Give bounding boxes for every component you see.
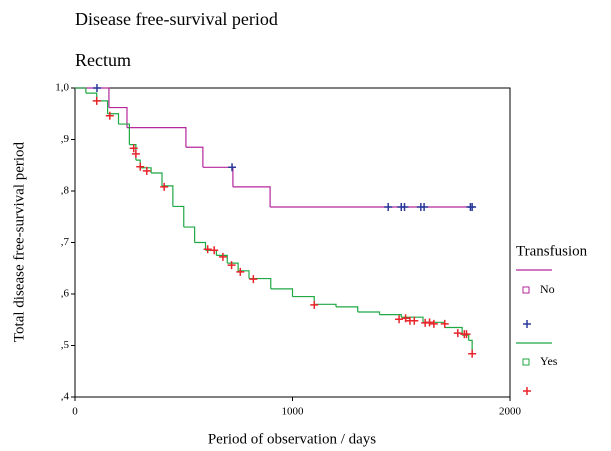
censor-mark [440,319,449,328]
survival-step [140,167,152,173]
censor-mark [420,202,429,211]
censor-mark [425,318,434,327]
survival-step [183,226,196,243]
survival-step [107,113,120,125]
survival-step [151,172,163,186]
censor-mark [227,261,236,270]
survival-step [118,123,130,145]
survival-step [336,306,359,313]
survival-step [249,277,272,289]
censor-mark [218,252,227,261]
censor-mark [400,202,409,211]
legend-label: No [540,282,555,296]
legend-censor-symbol [523,320,531,328]
y-tick-label: ,6 [61,288,70,300]
x-axis-label: Period of observation / days [208,431,376,447]
censor-mark [92,96,101,105]
survival-step [108,106,128,128]
censor-mark [401,314,410,323]
censor-mark [468,202,477,211]
survival-step [444,326,463,336]
legend-symbol [522,286,530,294]
y-tick-label: ,4 [61,391,70,403]
survival-step [270,288,294,297]
censor-mark [129,144,138,153]
survival-step [238,270,250,279]
y-axis-label: Total disease free-survival period [11,141,27,342]
chart-subtitle: Rectum [75,50,131,70]
survival-step [185,146,204,168]
legend-label: Yes [540,354,558,368]
censor-mark [203,245,212,254]
censor-mark [462,330,471,339]
y-tick-label: ,7 [61,236,70,248]
survival-step [292,295,315,305]
censor-mark [236,267,245,276]
legend-symbol [522,358,530,366]
y-tick-label: ,9 [61,133,70,145]
y-tick-label: ,8 [61,185,70,197]
survival-step [216,254,228,264]
legend-censor-symbol [523,387,531,395]
survival-step [85,92,98,101]
survival-step [314,303,337,307]
survival-step [75,87,87,94]
censor-mark [131,149,140,158]
survival-step [172,205,185,228]
survival-step [202,166,234,187]
chart-title: Disease free-survival period [75,9,278,29]
censor-mark [410,316,419,325]
censor-mark [429,319,438,328]
censor-mark [468,349,477,358]
survival-step [162,185,174,207]
y-tick-label: ,5 [61,339,70,351]
survival-step [194,241,207,251]
censor-mark [105,111,114,120]
censor-mark [453,329,462,338]
survival-step [75,87,110,108]
legend-title: Transfusion [516,243,588,259]
x-tick-label: 1000 [282,406,305,418]
survival-step [227,262,239,271]
censor-mark [160,182,169,191]
survival-step [468,339,473,354]
censor-mark [136,162,145,171]
survival-step [357,311,381,315]
x-tick-label: 0 [72,406,78,418]
y-tick-label: 1,0 [55,82,69,94]
survival-step [232,186,271,207]
censor-mark [228,163,237,172]
survival-step [96,100,109,114]
plot-frame [74,87,511,398]
censor-mark [142,166,151,175]
censor-mark [249,275,258,284]
censor-mark [210,246,219,255]
survival-step [379,314,402,318]
censor-mark [384,202,393,211]
censor-mark [310,300,319,309]
x-tick-label: 2000 [499,406,522,418]
survival-step [129,144,137,161]
survival-step [126,127,187,148]
survival-step [401,316,424,323]
censor-mark [395,315,404,324]
censor-mark [92,84,101,92]
survival-step [462,334,470,341]
